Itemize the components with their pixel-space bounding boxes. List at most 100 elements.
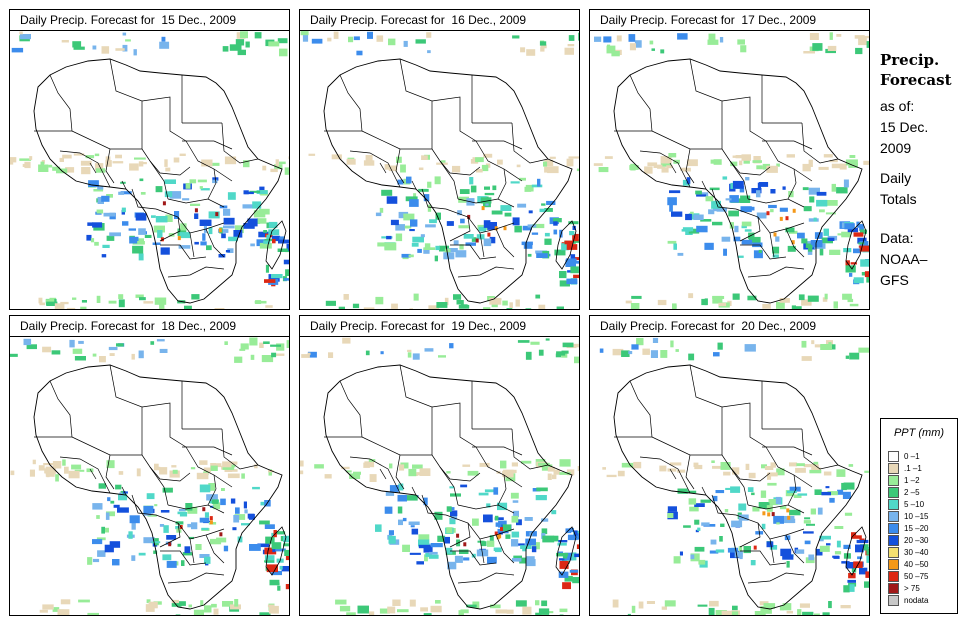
country-border — [739, 216, 761, 242]
country-border — [71, 436, 142, 456]
country-border — [495, 228, 515, 258]
country-border — [450, 244, 497, 260]
country-border — [205, 228, 225, 258]
country-border — [651, 436, 722, 456]
country-border — [769, 232, 775, 258]
country-border — [729, 160, 749, 200]
legend: PPT (mm) 0 –1 .1 –1 1 –2 2 –5 5 –10 10 –15 15 … — [880, 418, 958, 614]
country-border — [59, 456, 111, 494]
country-border — [689, 58, 723, 149]
africa-precip-map — [589, 336, 870, 616]
panel-title: Daily Precip. Forecast for 16 Dec., 2009 — [299, 9, 580, 31]
country-border — [71, 130, 142, 150]
country-border — [747, 198, 805, 208]
country-border — [472, 446, 523, 456]
coastline — [33, 58, 283, 304]
legend-swatch — [888, 559, 899, 570]
country-border — [711, 494, 737, 516]
coastline — [613, 58, 863, 304]
coastline — [323, 58, 573, 304]
country-border — [747, 572, 805, 584]
country-border — [89, 162, 97, 174]
country-border — [431, 148, 481, 176]
precip-field — [10, 337, 289, 615]
country-border — [131, 494, 157, 516]
country-border — [149, 160, 169, 200]
country-border — [121, 180, 127, 190]
country-border — [131, 188, 157, 210]
country-border — [457, 504, 515, 514]
country-border — [159, 216, 181, 242]
country-border — [141, 454, 191, 482]
africa-precip-map — [299, 336, 580, 616]
legend-swatch — [888, 583, 899, 594]
country-border — [450, 550, 497, 566]
panel-title: Daily Precip. Forecast for 17 Dec., 2009 — [589, 9, 870, 31]
country-border — [747, 504, 805, 514]
country-border — [439, 466, 459, 506]
country-border — [431, 96, 477, 142]
country-border — [747, 266, 805, 278]
country-border — [59, 150, 111, 188]
country-border — [762, 140, 813, 150]
legend-title: PPT (mm) — [893, 427, 945, 439]
country-border — [361, 130, 432, 150]
coastline — [613, 364, 863, 610]
country-border — [431, 402, 477, 448]
legend-swatch — [888, 595, 899, 606]
country-border — [167, 198, 225, 208]
panel-title: Daily Precip. Forecast for 19 Dec., 2009 — [299, 315, 580, 337]
country-border — [439, 160, 459, 200]
legend-label: 2 –5 — [904, 488, 920, 497]
country-border — [105, 454, 115, 490]
country-border — [431, 454, 481, 482]
country-border — [787, 168, 797, 200]
africa-precip-map — [299, 30, 580, 310]
country-border — [89, 468, 97, 480]
legend-swatch — [888, 511, 899, 522]
country-border — [787, 474, 797, 506]
country-border — [801, 428, 839, 470]
legend-label: 15 –20 — [904, 524, 929, 533]
country-border — [629, 74, 653, 132]
country-border — [49, 380, 73, 438]
coastline — [33, 364, 283, 610]
data-source-text: Data: NOAA– GFS — [880, 230, 928, 288]
legend-swatch — [888, 487, 899, 498]
country-border — [769, 538, 775, 564]
country-border — [740, 550, 787, 566]
africa-precip-map — [589, 30, 870, 310]
country-border — [669, 162, 677, 174]
country-border — [639, 456, 691, 494]
coastline — [323, 364, 573, 610]
country-border — [182, 140, 233, 150]
country-border — [785, 228, 805, 258]
country-border — [449, 522, 471, 548]
legend-label: nodata — [904, 596, 929, 605]
country-border — [639, 150, 691, 188]
legend-label: 10 –15 — [904, 512, 929, 521]
legend-swatch — [888, 535, 899, 546]
precip-field — [300, 31, 579, 309]
country-border — [421, 494, 447, 516]
legend-label: 40 –50 — [904, 560, 929, 569]
country-border — [729, 466, 749, 506]
country-border — [109, 364, 143, 455]
country-border — [149, 466, 169, 506]
country-border — [721, 148, 771, 176]
country-border — [740, 244, 787, 260]
africa-precip-map — [9, 30, 290, 310]
country-border — [182, 446, 233, 456]
country-border — [121, 486, 127, 496]
country-border — [765, 446, 813, 488]
as-of-text: as of: 15 Dec. 2009 — [880, 98, 929, 156]
country-border — [395, 454, 405, 490]
legend-swatch — [888, 475, 899, 486]
legend-swatch — [888, 463, 899, 474]
country-border — [189, 538, 195, 564]
country-border — [765, 140, 813, 182]
country-border — [221, 122, 259, 164]
panel-title: Daily Precip. Forecast for 18 Dec., 2009 — [9, 315, 290, 337]
legend-swatch — [888, 499, 899, 510]
panel-title: Daily Precip. Forecast for 20 Dec., 2009 — [589, 315, 870, 337]
